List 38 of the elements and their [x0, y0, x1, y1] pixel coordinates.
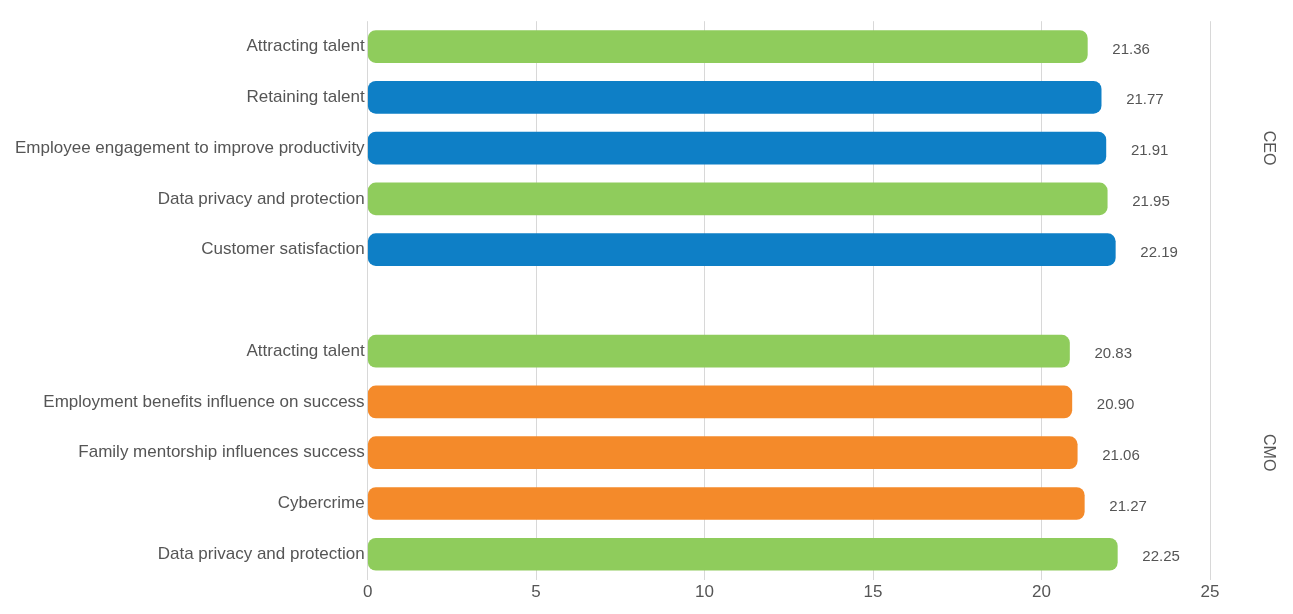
- y-tick-label: Cybercrime: [277, 493, 365, 513]
- bar: [367, 30, 1088, 63]
- bar: [367, 182, 1108, 216]
- bar: [367, 233, 1116, 266]
- y-tick-label: Family mentorship influences success: [78, 442, 365, 462]
- data-label: 21.27: [1109, 496, 1147, 514]
- y-tick-label: Employee engagement to improve productivity: [14, 137, 366, 157]
- data-label: 20.83: [1094, 344, 1133, 362]
- bar: [367, 385, 1073, 419]
- data-label: 21.36: [1112, 39, 1150, 57]
- y-tick-label: Data privacy and protection: [157, 543, 365, 563]
- x-tick-label: 0: [362, 582, 373, 602]
- text: CMO: [1260, 434, 1278, 472]
- data-label: 20.90: [1096, 395, 1135, 413]
- x-tick-label: 10: [695, 582, 715, 602]
- text: CEO: [1260, 130, 1278, 166]
- data-label: 21.95: [1132, 192, 1170, 210]
- y-tick-label: Attracting talent: [246, 340, 365, 360]
- data-label: 22.25: [1142, 547, 1180, 565]
- x-tick-label: 20: [1032, 582, 1051, 602]
- bar: [367, 131, 1107, 165]
- x-tick-label: 15: [863, 582, 883, 602]
- y-tick-label: Attracting talent: [246, 36, 365, 56]
- bar: [367, 537, 1118, 571]
- y-tick-label: Data privacy and protection: [157, 188, 365, 208]
- x-tick-label: 25: [1200, 582, 1220, 602]
- bar: [367, 436, 1078, 470]
- x-tick-label: 5: [531, 582, 541, 602]
- data-label: 22.19: [1140, 242, 1178, 260]
- data-label: 21.77: [1126, 90, 1164, 108]
- bar: [367, 81, 1102, 114]
- bar: [367, 334, 1070, 368]
- data-label: 21.91: [1130, 141, 1169, 159]
- y-tick-label: Retaining talent: [246, 87, 365, 107]
- bar: [367, 487, 1085, 520]
- y-tick-label: Employment benefits influence on success: [43, 391, 365, 411]
- y-tick-label: Customer satisfaction: [201, 239, 365, 259]
- data-label: 21.06: [1102, 445, 1140, 463]
